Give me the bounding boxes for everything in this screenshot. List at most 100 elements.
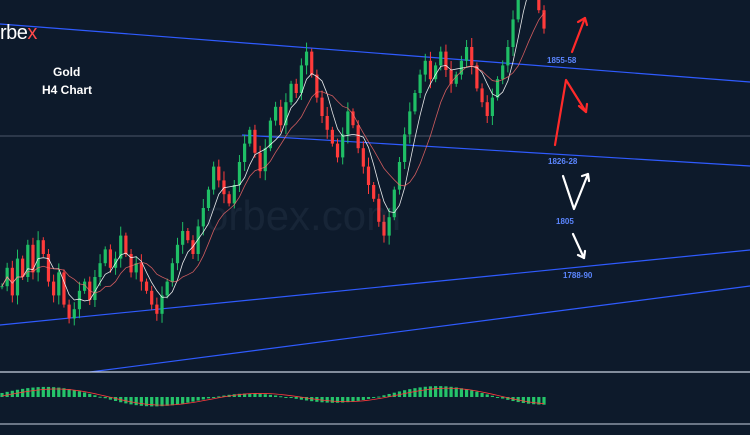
candle-body bbox=[108, 249, 112, 268]
candle-body bbox=[377, 198, 381, 222]
candle-body bbox=[36, 240, 40, 273]
candle-body bbox=[284, 102, 288, 126]
macd-bar bbox=[237, 393, 242, 397]
macd-bar bbox=[124, 397, 128, 404]
candle-body bbox=[263, 148, 267, 172]
macd-bar bbox=[201, 397, 205, 400]
macd-bar bbox=[263, 394, 267, 397]
candle-body bbox=[170, 263, 174, 282]
candle-body bbox=[439, 51, 443, 66]
candle-body bbox=[289, 83, 293, 103]
arrow-up-target-1-head bbox=[576, 16, 589, 27]
macd-bar bbox=[413, 388, 417, 397]
macd-bar bbox=[423, 386, 427, 397]
candle-body bbox=[134, 263, 138, 273]
macd-bar bbox=[212, 397, 216, 398]
candle-body bbox=[428, 60, 433, 80]
macd-bar bbox=[464, 389, 469, 397]
candle-body bbox=[382, 221, 386, 236]
macd-bar bbox=[243, 393, 247, 397]
macd-bar bbox=[57, 387, 61, 397]
candle-body bbox=[346, 111, 350, 135]
macd-bar bbox=[444, 386, 448, 397]
macd-bar bbox=[387, 393, 391, 397]
candle-body bbox=[279, 106, 283, 126]
candle-body bbox=[93, 277, 97, 300]
candle-body bbox=[72, 309, 76, 319]
macd-bar bbox=[284, 397, 288, 398]
candle-body bbox=[325, 116, 329, 130]
candle-body bbox=[506, 47, 510, 66]
macd-bar bbox=[72, 390, 76, 397]
candle-body bbox=[403, 134, 407, 162]
macd-bar bbox=[485, 394, 489, 397]
trendline-lower-1 bbox=[0, 249, 750, 326]
candle-body bbox=[542, 10, 546, 29]
macd-bar bbox=[490, 395, 494, 397]
arrow-down-target bbox=[571, 232, 586, 260]
macd-bar bbox=[346, 397, 350, 403]
brand-logo: rbex bbox=[0, 22, 37, 45]
macd-bar bbox=[532, 397, 536, 405]
watermark: orbex.com bbox=[205, 192, 402, 239]
candle-body bbox=[119, 235, 123, 259]
macd-bar bbox=[103, 397, 107, 399]
macd-bar bbox=[361, 397, 365, 400]
candle-body bbox=[237, 162, 242, 185]
arrow-up-target-1 bbox=[570, 16, 587, 54]
macd-bar bbox=[113, 397, 118, 401]
macd-signal-line bbox=[1, 387, 545, 406]
candle-body bbox=[175, 244, 180, 264]
macd-bar bbox=[279, 396, 283, 398]
candle-body bbox=[41, 240, 45, 254]
candle-body bbox=[475, 65, 479, 89]
candle-body bbox=[397, 162, 402, 190]
candle-body bbox=[516, 0, 520, 20]
brand-logo-main: rbe bbox=[0, 22, 28, 44]
candle-body bbox=[268, 120, 273, 149]
macd-bar bbox=[356, 397, 360, 401]
macd-bar bbox=[335, 397, 340, 403]
macd-bar bbox=[36, 387, 40, 397]
macd-bar bbox=[428, 386, 433, 397]
trendline-lower-2 bbox=[89, 285, 750, 373]
candle-body bbox=[165, 281, 169, 296]
macd-bar bbox=[77, 391, 82, 397]
candle-body bbox=[155, 304, 159, 314]
trendline-mid bbox=[241, 134, 750, 167]
candle-body bbox=[201, 208, 205, 227]
macd-bar bbox=[253, 393, 257, 397]
macd-bar bbox=[268, 394, 273, 397]
macd-bar bbox=[186, 397, 190, 403]
candle-body bbox=[330, 129, 334, 144]
candle-body bbox=[408, 111, 412, 135]
candle-body bbox=[501, 65, 505, 80]
macd-bar bbox=[129, 397, 133, 405]
candle-body bbox=[150, 290, 154, 305]
macd-bar bbox=[46, 386, 51, 397]
macd-bar bbox=[506, 397, 510, 400]
macd-bar bbox=[108, 397, 112, 400]
candle-body bbox=[444, 51, 448, 70]
macd-bar bbox=[537, 397, 541, 405]
candle-body bbox=[299, 65, 303, 93]
candle-body bbox=[98, 263, 102, 277]
macd-bar bbox=[41, 386, 45, 397]
macd-bar bbox=[175, 397, 180, 405]
candle-body bbox=[470, 47, 474, 66]
candle-body bbox=[304, 51, 309, 66]
candle-body bbox=[413, 93, 417, 112]
macd-bar bbox=[299, 397, 303, 400]
macd-bar bbox=[366, 397, 371, 399]
macd-bar bbox=[88, 393, 92, 397]
macd-bar bbox=[258, 393, 262, 397]
candle-body bbox=[206, 189, 211, 208]
candle-body bbox=[217, 166, 221, 181]
candle-body bbox=[459, 60, 464, 75]
candle-body bbox=[361, 148, 365, 167]
macd-bar bbox=[341, 397, 345, 403]
macd-bar bbox=[470, 390, 474, 397]
macd-bar bbox=[144, 397, 149, 407]
candle-body bbox=[310, 51, 314, 75]
